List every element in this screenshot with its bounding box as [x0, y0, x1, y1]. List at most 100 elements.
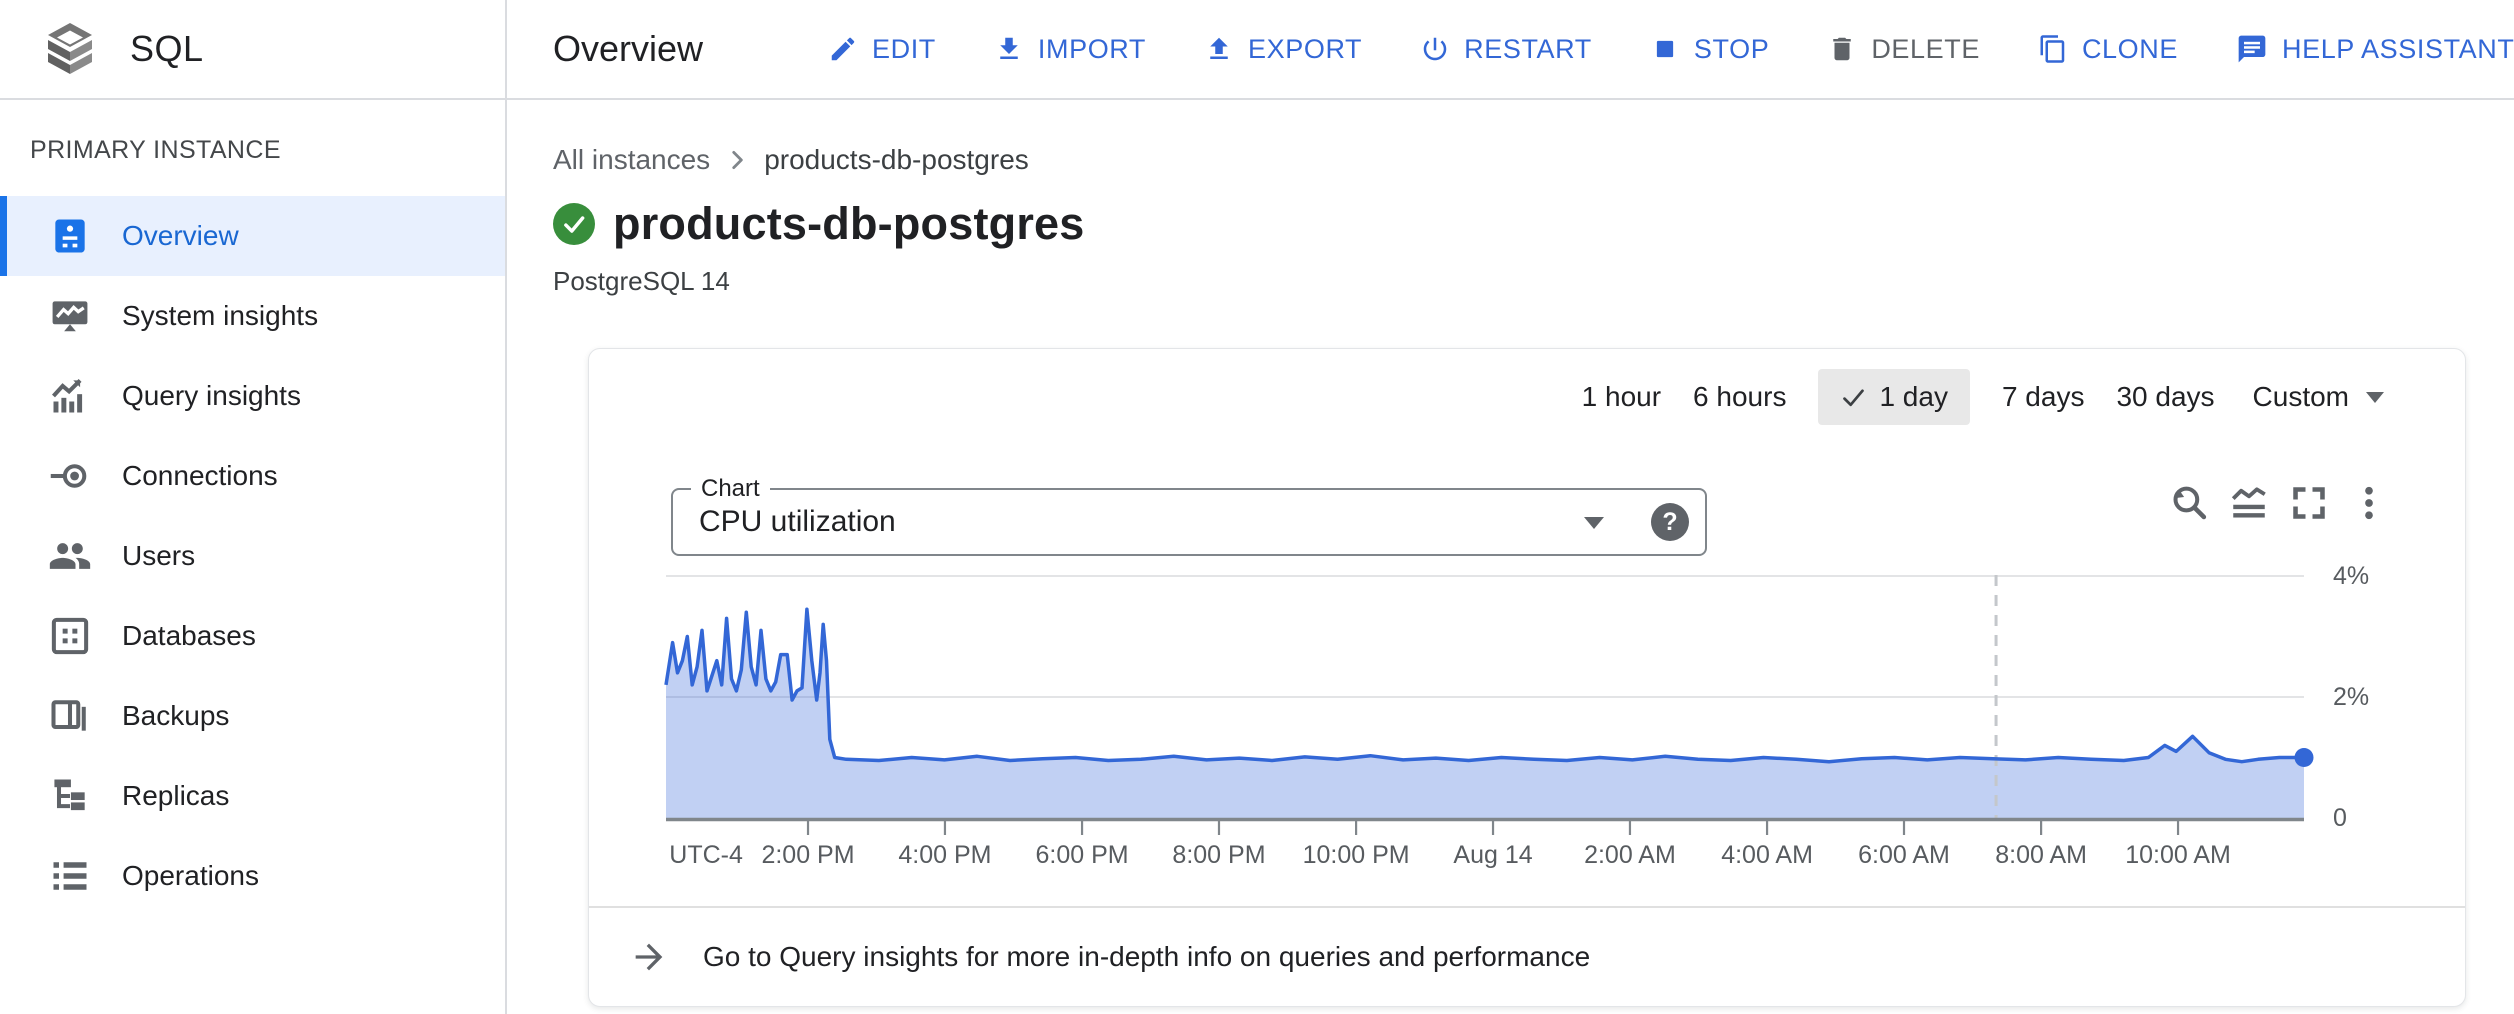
reset-zoom-button[interactable]: [2167, 481, 2211, 525]
breadcrumb-current: products-db-postgres: [764, 144, 1029, 175]
more-options-button[interactable]: [2347, 481, 2391, 525]
x-axis-label: 4:00 AM: [1721, 841, 1813, 869]
databases-icon: [51, 617, 89, 655]
chat-icon: [2238, 35, 2266, 63]
connections-icon: [50, 464, 87, 488]
page-title: Overview: [553, 28, 704, 69]
cpu-utilization-chart[interactable]: UTC-4 2:00 PM 4:00 PM 6:00 PM 8:00 PM 10…: [664, 561, 2314, 881]
sidebar-item-operations[interactable]: Operations: [0, 836, 505, 916]
sidebar-item-replicas[interactable]: Replicas: [0, 756, 505, 836]
sidebar-item-backups[interactable]: Backups: [0, 676, 505, 756]
product-name: SQL: [130, 28, 204, 69]
more-vert-icon: [2365, 486, 2373, 520]
cpu-chart-plot: [664, 575, 2314, 835]
import-icon: [1000, 37, 1018, 59]
y-axis-label: 2%: [2333, 683, 2370, 711]
toolbar: EDIT IMPORT EXPORT RESTART STOP DELETE C…: [810, 0, 2514, 98]
x-axis-label: 8:00 PM: [1172, 841, 1266, 869]
instance-title-row: products-db-postgres: [553, 198, 1085, 250]
x-axis-label: 8:00 AM: [1995, 841, 2087, 869]
sidebar-item-label: Users: [122, 540, 196, 571]
chart-metric-select[interactable]: Chart CPU utilization ?: [671, 475, 1707, 556]
query-insights-link-text: Go to Query insights for more in-depth i…: [703, 941, 1591, 972]
metrics-card: 1 hour 6 hours 1 day 7 days 30 days Cust…: [588, 348, 2466, 1007]
cloud-sql-logo-icon: [48, 23, 92, 74]
x-axis-label: UTC-4: [669, 841, 743, 869]
sidebar-item-label: Replicas: [122, 780, 230, 811]
sidebar-item-label: Connections: [122, 460, 278, 491]
engine-version: PostgreSQL 14: [553, 266, 730, 296]
area-chart-icon: [2231, 487, 2266, 518]
sidebar-item-label: Operations: [122, 860, 259, 891]
breadcrumb-all-instances[interactable]: All instances: [553, 144, 711, 175]
time-range-custom[interactable]: Custom: [2247, 380, 2391, 414]
system-insights-icon: [52, 301, 88, 332]
dropdown-arrow-icon: [2366, 391, 2384, 403]
breadcrumb: All instances products-db-postgres: [553, 144, 1029, 176]
time-range-6-hours[interactable]: 6 hours: [1693, 381, 1787, 412]
export-icon: [1210, 37, 1228, 59]
chevron-right-icon: [732, 151, 743, 169]
users-icon: [49, 543, 91, 569]
time-range-7-days[interactable]: 7 days: [2001, 381, 2085, 412]
x-axis-label: 2:00 AM: [1584, 841, 1676, 869]
restart-button[interactable]: RESTART: [1402, 24, 1610, 75]
time-range-selector: 1 hour 6 hours 1 day 7 days 30 days Cust…: [1582, 369, 2391, 425]
stop-button[interactable]: STOP: [1632, 24, 1787, 75]
help-assistant-button[interactable]: HELP ASSISTANT: [2218, 23, 2514, 75]
trash-icon: [1833, 37, 1852, 61]
instance-name: products-db-postgres: [613, 198, 1085, 249]
sidebar-item-databases[interactable]: Databases: [0, 596, 505, 676]
fullscreen-icon: [2293, 487, 2325, 519]
sidebar-item-label: Overview: [122, 220, 239, 251]
selected-indicator-bar: [0, 196, 7, 276]
backups-icon: [51, 700, 86, 731]
sidebar-item-users[interactable]: Users: [0, 516, 505, 596]
sidebar-item-connections[interactable]: Connections: [0, 436, 505, 516]
product-logo: SQL: [0, 0, 507, 98]
help-icon[interactable]: ?: [1651, 503, 1689, 541]
time-range-1-hour[interactable]: 1 hour: [1581, 381, 1662, 412]
sidebar-item-system-insights[interactable]: System insights: [0, 276, 505, 356]
clone-icon: [2040, 35, 2065, 63]
time-range-30-days[interactable]: 30 days: [2116, 381, 2215, 412]
clone-button[interactable]: CLONE: [2020, 24, 2196, 75]
sidebar-section-label: PRIMARY INSTANCE: [30, 136, 281, 164]
import-button[interactable]: IMPORT: [976, 24, 1164, 75]
stop-icon: [1656, 40, 1673, 58]
sidebar-nav: Overview System insights Query insights …: [0, 196, 505, 916]
chart-type-button[interactable]: [2227, 481, 2271, 525]
select-caret-icon: [1584, 517, 1604, 529]
sidebar-item-label: Query insights: [122, 380, 301, 411]
check-icon: [1843, 388, 1865, 406]
y-axis-label: 4%: [2333, 562, 2370, 590]
operations-icon: [53, 862, 87, 890]
fullscreen-button[interactable]: [2287, 481, 2331, 525]
export-button[interactable]: EXPORT: [1186, 24, 1380, 75]
sidebar-item-label: Backups: [122, 700, 230, 731]
chart-toolbar: [2167, 481, 2391, 525]
pencil-icon: [831, 37, 855, 61]
x-axis-label: 6:00 PM: [1035, 841, 1129, 869]
x-axis-label: 4:00 PM: [898, 841, 992, 869]
chart-select-value: CPU utilization: [699, 505, 896, 538]
main-content: All instances products-db-postgres produ…: [507, 98, 2514, 1014]
query-insights-icon: [52, 378, 83, 413]
query-insights-link-row[interactable]: Go to Query insights for more in-depth i…: [589, 906, 2465, 1006]
sidebar-item-label: Databases: [122, 620, 256, 651]
edit-button[interactable]: EDIT: [810, 24, 954, 75]
sidebar-item-overview[interactable]: Overview: [0, 196, 505, 276]
chart-select-label: Chart: [691, 475, 770, 503]
x-axis-label: Aug 14: [1453, 841, 1533, 869]
sidebar-item-query-insights[interactable]: Query insights: [0, 356, 505, 436]
arrow-forward-icon: [635, 943, 663, 971]
delete-button[interactable]: DELETE: [1809, 24, 1998, 75]
app-header: SQL Overview EDIT IMPORT EXPORT RESTART …: [0, 0, 2514, 100]
status-ok-icon: [553, 203, 595, 245]
sidebar-item-label: System insights: [122, 300, 319, 331]
x-axis-label: 2:00 PM: [761, 841, 855, 869]
sidebar: PRIMARY INSTANCE Overview System insight…: [0, 98, 507, 1014]
time-range-1-day-selected[interactable]: 1 day: [1818, 369, 1970, 425]
y-axis-label: 0: [2333, 804, 2347, 832]
instance-overview-icon: [55, 219, 85, 253]
